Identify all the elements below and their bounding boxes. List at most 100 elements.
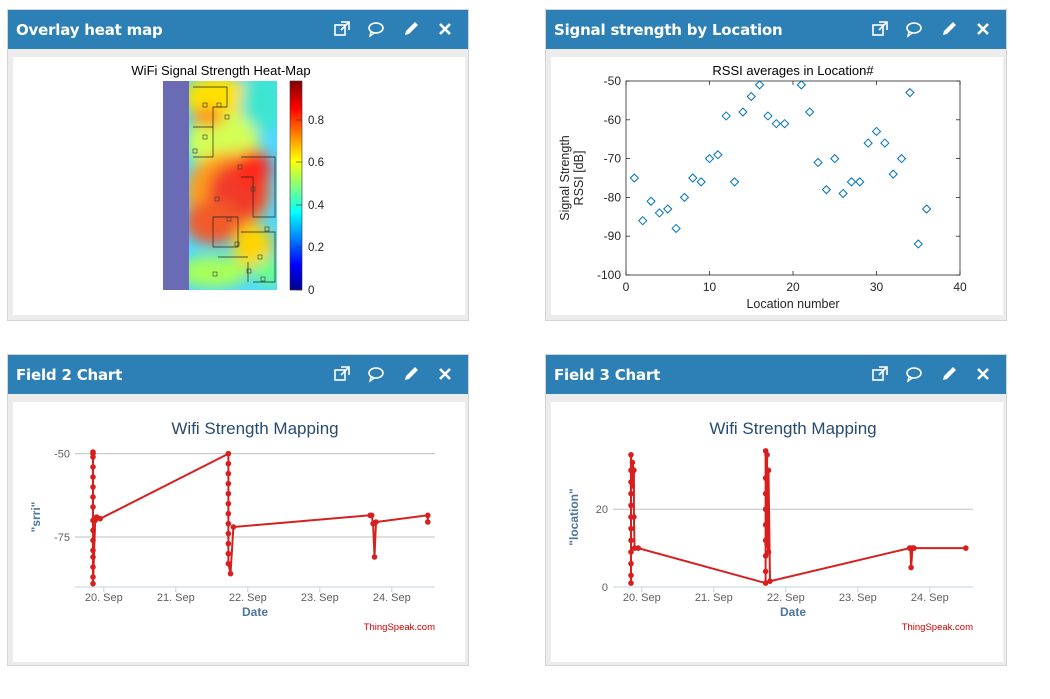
data-point — [696, 177, 706, 187]
data-point — [225, 450, 232, 457]
data-point — [846, 177, 857, 187]
data-point — [963, 545, 969, 551]
x-tick-label: 40 — [953, 280, 967, 294]
data-point — [628, 549, 634, 555]
credit-link: ThingSpeak.com — [364, 622, 435, 633]
comment-icon[interactable] — [905, 365, 923, 383]
y-tick-label: -90 — [604, 229, 622, 243]
pencil-icon[interactable] — [940, 365, 958, 383]
data-point — [762, 521, 769, 528]
x-tick-label: 23. Sep — [301, 592, 339, 604]
data-point — [631, 467, 637, 474]
widget-title: Field 2 Chart — [16, 366, 123, 384]
x-tick-label: 20. Sep — [85, 592, 123, 604]
data-point — [225, 470, 232, 477]
y-tick-label: -70 — [604, 152, 622, 166]
series-line — [92, 452, 429, 584]
data-point — [729, 177, 740, 187]
external-link-icon[interactable] — [333, 365, 351, 383]
data-point — [896, 153, 907, 164]
data-point — [830, 153, 840, 164]
colorbar-tick: 0.8 — [308, 115, 324, 127]
x-tick-label: 24. Sep — [373, 592, 411, 604]
data-point — [629, 173, 640, 183]
signal-strength-widget: Signal strength by Location RSSI average… — [545, 9, 1007, 321]
scatter-chart: RSSI averages in Location# 0 10 20 30 40 -100 -… — [558, 63, 967, 311]
data-point — [771, 118, 782, 129]
data-point — [754, 80, 765, 90]
comment-icon[interactable] — [367, 20, 385, 38]
colorbar — [289, 80, 303, 291]
data-point — [713, 150, 723, 160]
field-3-widget: Field 3 Chart Wifi Strength Mapping 0 20 20… — [545, 354, 1007, 666]
data-point — [628, 572, 634, 579]
x-tick-label: 0 — [623, 280, 630, 294]
widget-header: Field 2 Chart — [8, 355, 468, 394]
data-point — [813, 157, 823, 168]
comment-icon[interactable] — [367, 365, 385, 383]
data-point — [90, 474, 96, 480]
x-tick-label: 22. Sep — [767, 592, 805, 604]
data-point — [762, 475, 769, 481]
data-point — [628, 525, 634, 532]
data-point — [628, 537, 634, 544]
close-icon[interactable] — [436, 20, 454, 38]
external-link-icon[interactable] — [333, 20, 351, 38]
data-point — [90, 494, 96, 500]
field-2-widget: Field 2 Chart Wifi Strength Mapping -50 -7… — [7, 354, 469, 666]
close-icon[interactable] — [974, 20, 992, 38]
data-point — [90, 504, 96, 510]
pencil-icon[interactable] — [940, 20, 958, 38]
credit-link: ThingSpeak.com — [902, 622, 973, 633]
comment-icon[interactable] — [905, 20, 923, 38]
heatmap-widget: Overlay heat map WiFi Signal — [7, 9, 469, 321]
data-point — [908, 564, 914, 571]
data-point — [225, 530, 232, 537]
data-point — [90, 547, 96, 554]
data-point — [762, 568, 769, 575]
series-line — [630, 450, 966, 585]
data-point — [779, 118, 790, 129]
external-link-icon[interactable] — [871, 20, 889, 38]
x-axis-label: Date — [242, 605, 268, 619]
data-point — [425, 519, 431, 525]
data-point — [225, 490, 232, 497]
pencil-icon[interactable] — [402, 20, 420, 38]
widget-title: Field 3 Chart — [554, 366, 661, 384]
data-point — [629, 459, 636, 466]
y-tick-label: -50 — [604, 74, 622, 88]
external-link-icon[interactable] — [871, 365, 889, 383]
data-point — [90, 574, 96, 580]
data-point — [90, 537, 96, 544]
x-axis-label: Date — [780, 605, 806, 619]
close-icon[interactable] — [974, 365, 992, 383]
data-point — [913, 239, 923, 249]
widget-header: Signal strength by Location — [546, 10, 1006, 49]
data-point — [679, 192, 690, 203]
data-point — [225, 520, 232, 527]
heatmap-title: WiFi Signal Strength Heat-Map — [131, 63, 310, 78]
data-point — [90, 464, 96, 470]
widget-title: Signal strength by Location — [554, 21, 783, 39]
data-point — [763, 111, 773, 121]
data-point — [90, 484, 96, 490]
data-point — [855, 177, 865, 187]
colorbar-tick: 0.2 — [308, 242, 324, 254]
y-tick-label: -80 — [604, 190, 622, 204]
widget-body: WiFi Signal Strength Heat-Map — [13, 57, 465, 315]
data-point — [871, 126, 882, 137]
line-chart: Wifi Strength Mapping -50 -75 20. Sep 21. Se… — [29, 419, 435, 633]
data-point — [230, 524, 237, 530]
x-tick-label: 20. Sep — [623, 592, 661, 604]
data-point — [767, 578, 773, 584]
data-point — [225, 480, 232, 487]
close-icon[interactable] — [436, 365, 454, 383]
data-point — [97, 515, 103, 522]
x-tick-label: 21. Sep — [695, 592, 733, 604]
line-chart: Wifi Strength Mapping 0 20 20. Sep 21. Sep 22… — [567, 419, 973, 633]
data-point — [368, 512, 375, 519]
pencil-icon[interactable] — [402, 365, 420, 383]
data-point — [765, 549, 772, 555]
data-point — [227, 570, 234, 577]
widget-header: Overlay heat map — [8, 10, 468, 49]
